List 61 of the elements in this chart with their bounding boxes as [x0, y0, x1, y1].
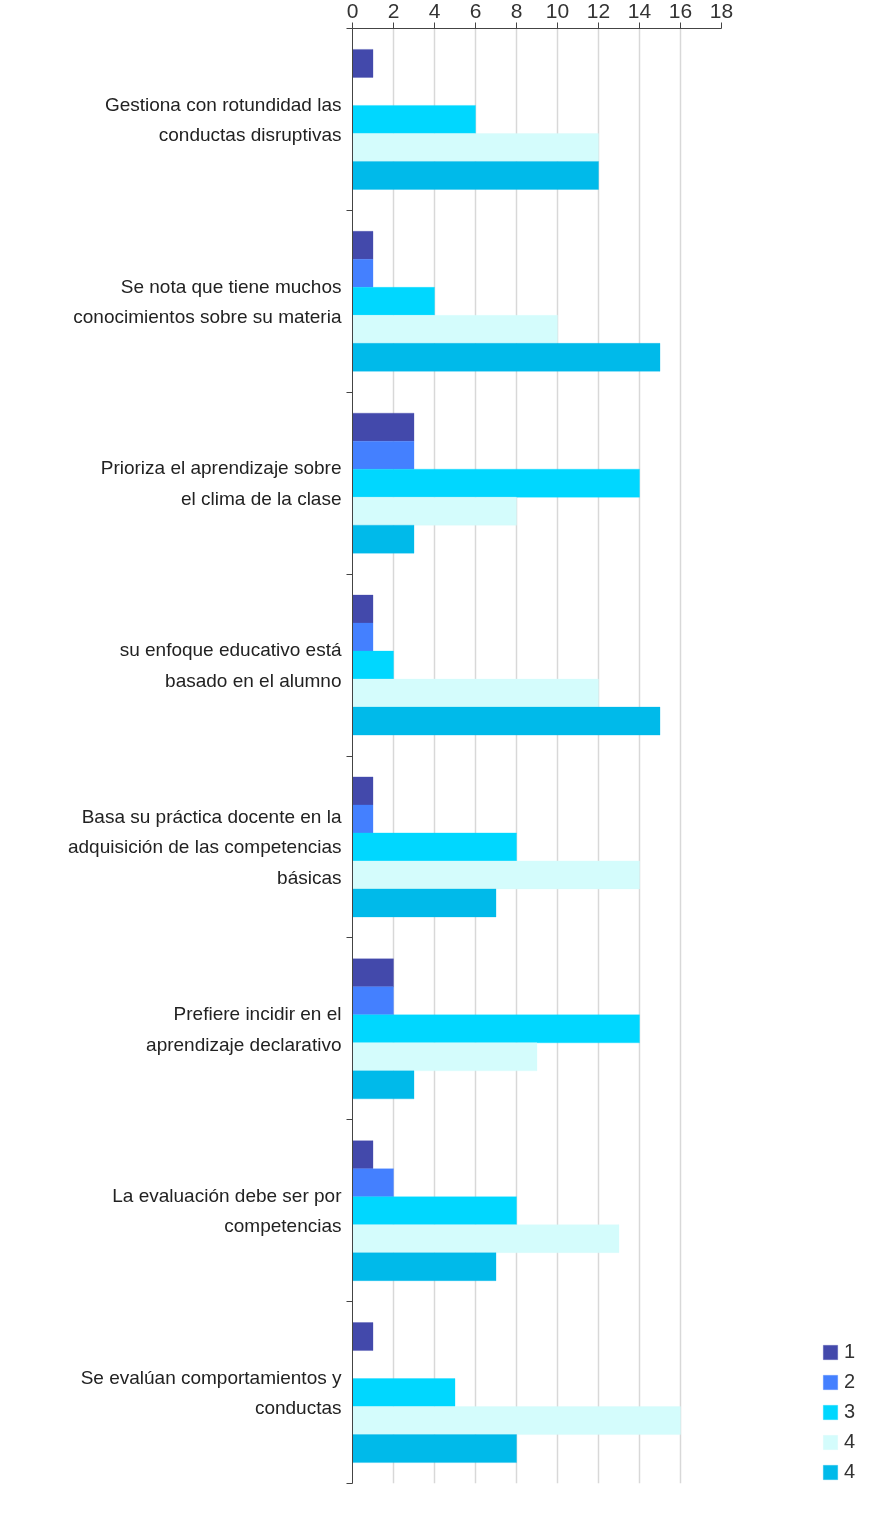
legend-label: 1: [844, 1340, 857, 1363]
x-tick-label: 8: [510, 0, 523, 22]
y-tick-label: Basa su práctica docente en la adquisición de las competencias básicas: [67, 805, 342, 888]
bar: [352, 286, 435, 316]
x-tick-label: 18: [709, 0, 734, 22]
bar: [352, 706, 661, 736]
x-tick-label: 2: [387, 0, 400, 22]
x-tick-label: 14: [627, 0, 652, 22]
bar: [352, 650, 394, 680]
bar: [352, 104, 476, 134]
bar: [352, 160, 599, 190]
x-tick-label: 0: [346, 0, 359, 22]
bar: [352, 888, 497, 918]
bar: [352, 594, 374, 624]
bar: [352, 48, 374, 78]
x-tick-label: 4: [428, 0, 441, 22]
bar: [352, 1224, 620, 1254]
y-tick-label: Prioriza el aprendizaje sobre el clima de la clase: [100, 457, 342, 509]
legend-label: 3: [844, 1400, 857, 1423]
bar: [352, 1014, 640, 1044]
bar: [352, 1196, 517, 1226]
bar: [352, 832, 517, 862]
bar: [352, 468, 640, 498]
y-tick-label: Prefiere incidir en el aprendizaje declarativo: [146, 1003, 342, 1055]
bar: [352, 1378, 456, 1408]
bar: [352, 860, 640, 890]
bar: [352, 804, 374, 834]
y-tick-label: Gestiona con rotundidad las conductas disruptivas: [104, 93, 342, 146]
bar: [352, 1322, 374, 1352]
bar: [352, 440, 415, 470]
legend-label: 4: [844, 1430, 857, 1453]
bar: [352, 412, 415, 442]
x-tick-label: 12: [586, 0, 611, 22]
bar: [352, 1140, 374, 1170]
x-tick-label: 16: [668, 0, 693, 22]
bar: [352, 496, 517, 526]
bar: [352, 1252, 497, 1282]
bar: [352, 958, 394, 988]
y-tick-label: Se evalúan comportamientos y conductas: [80, 1366, 342, 1419]
bar: [352, 342, 661, 372]
x-tick-label: 10: [545, 0, 570, 22]
bar: [352, 678, 599, 708]
bar: [352, 986, 394, 1016]
bar: [352, 314, 558, 344]
bar: [352, 776, 374, 806]
bar: [352, 1168, 394, 1198]
bar: [352, 1070, 415, 1100]
y-tick-label: su enfoque educativo está basado en el alumno: [119, 639, 342, 691]
legend-label: 2: [844, 1370, 857, 1393]
bar: [352, 524, 415, 554]
bar: [352, 1406, 681, 1436]
y-tick-label: Se nota que tiene muchos conocimientos sobre su materia: [73, 275, 342, 328]
bar: [352, 258, 374, 288]
x-tick-label: 6: [469, 0, 482, 22]
bar: [352, 1434, 517, 1464]
bar: [352, 622, 374, 652]
y-tick-label: La evaluación debe ser por competencias: [112, 1184, 343, 1237]
legend-label: 4: [844, 1460, 857, 1483]
bar: [352, 230, 374, 260]
bar: [352, 132, 599, 162]
bar: [352, 1042, 538, 1072]
